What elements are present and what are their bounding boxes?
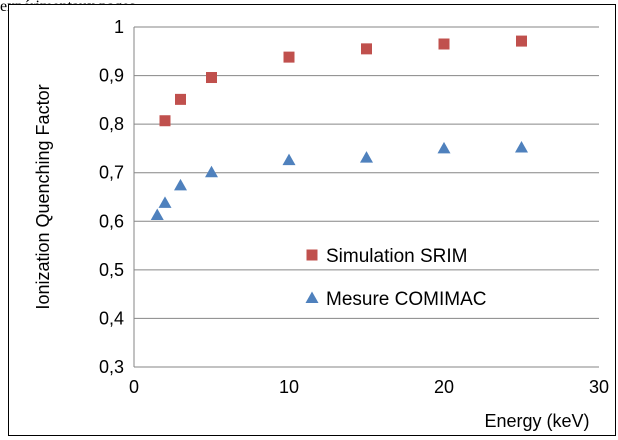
comimac-point: [150, 208, 164, 220]
x-axis-label: Energy (keV): [484, 411, 589, 431]
legend-marker: [306, 249, 318, 261]
x-tick-label: 30: [589, 377, 609, 397]
comimac-point: [360, 151, 373, 163]
chart-svg: 0,30,40,50,60,70,80,910 10 20 30 Simulation…: [33, 17, 609, 431]
y-tick-label: 0,5: [99, 260, 124, 280]
legend-label: Simulation SRIM: [326, 246, 468, 267]
axes: 0,30,40,50,60,70,80,910 10 20 30: [99, 17, 609, 397]
y-tick-label: 0,7: [99, 163, 124, 183]
srim-point: [159, 115, 171, 127]
gridlines: [134, 26, 599, 319]
y-tick-label: 0,4: [99, 308, 124, 328]
y-tick-label: 0,9: [99, 66, 124, 86]
srim-point: [361, 43, 372, 55]
comimac-point: [515, 140, 528, 153]
y-tick-label: 0,3: [99, 357, 124, 377]
srim-point: [206, 72, 217, 84]
srim-point: [438, 38, 450, 50]
comimac-point: [205, 165, 218, 178]
comimac-point: [158, 196, 172, 208]
srim-point: [516, 35, 527, 47]
srim-point: [283, 51, 295, 63]
legend-marker: [305, 291, 319, 303]
y-tick-label: 1: [114, 17, 124, 37]
comimac-point: [437, 141, 451, 154]
y-tick-label: 0,6: [99, 211, 124, 231]
comimac-point: [174, 178, 187, 191]
legend-label: Mesure COMIMAC: [326, 289, 486, 310]
chart-area: 0,3 0,4 0,5 0,6 0,7 0,8 0,9 1 0 10 20 30 Simulation…: [8, 4, 616, 436]
y-axis-label: Ionization Quenching Factor: [33, 84, 53, 309]
legend: Simulation SRIM Mesure COMIMAC: [305, 246, 486, 310]
x-tick-label: 20: [434, 377, 454, 397]
x-tick-label: 10: [279, 377, 299, 397]
y-tick-label: 0,8: [99, 114, 124, 134]
srim-point: [175, 93, 186, 105]
data-points: [150, 35, 528, 220]
comimac-point: [282, 153, 296, 166]
x-tick-label: 0: [129, 377, 139, 397]
